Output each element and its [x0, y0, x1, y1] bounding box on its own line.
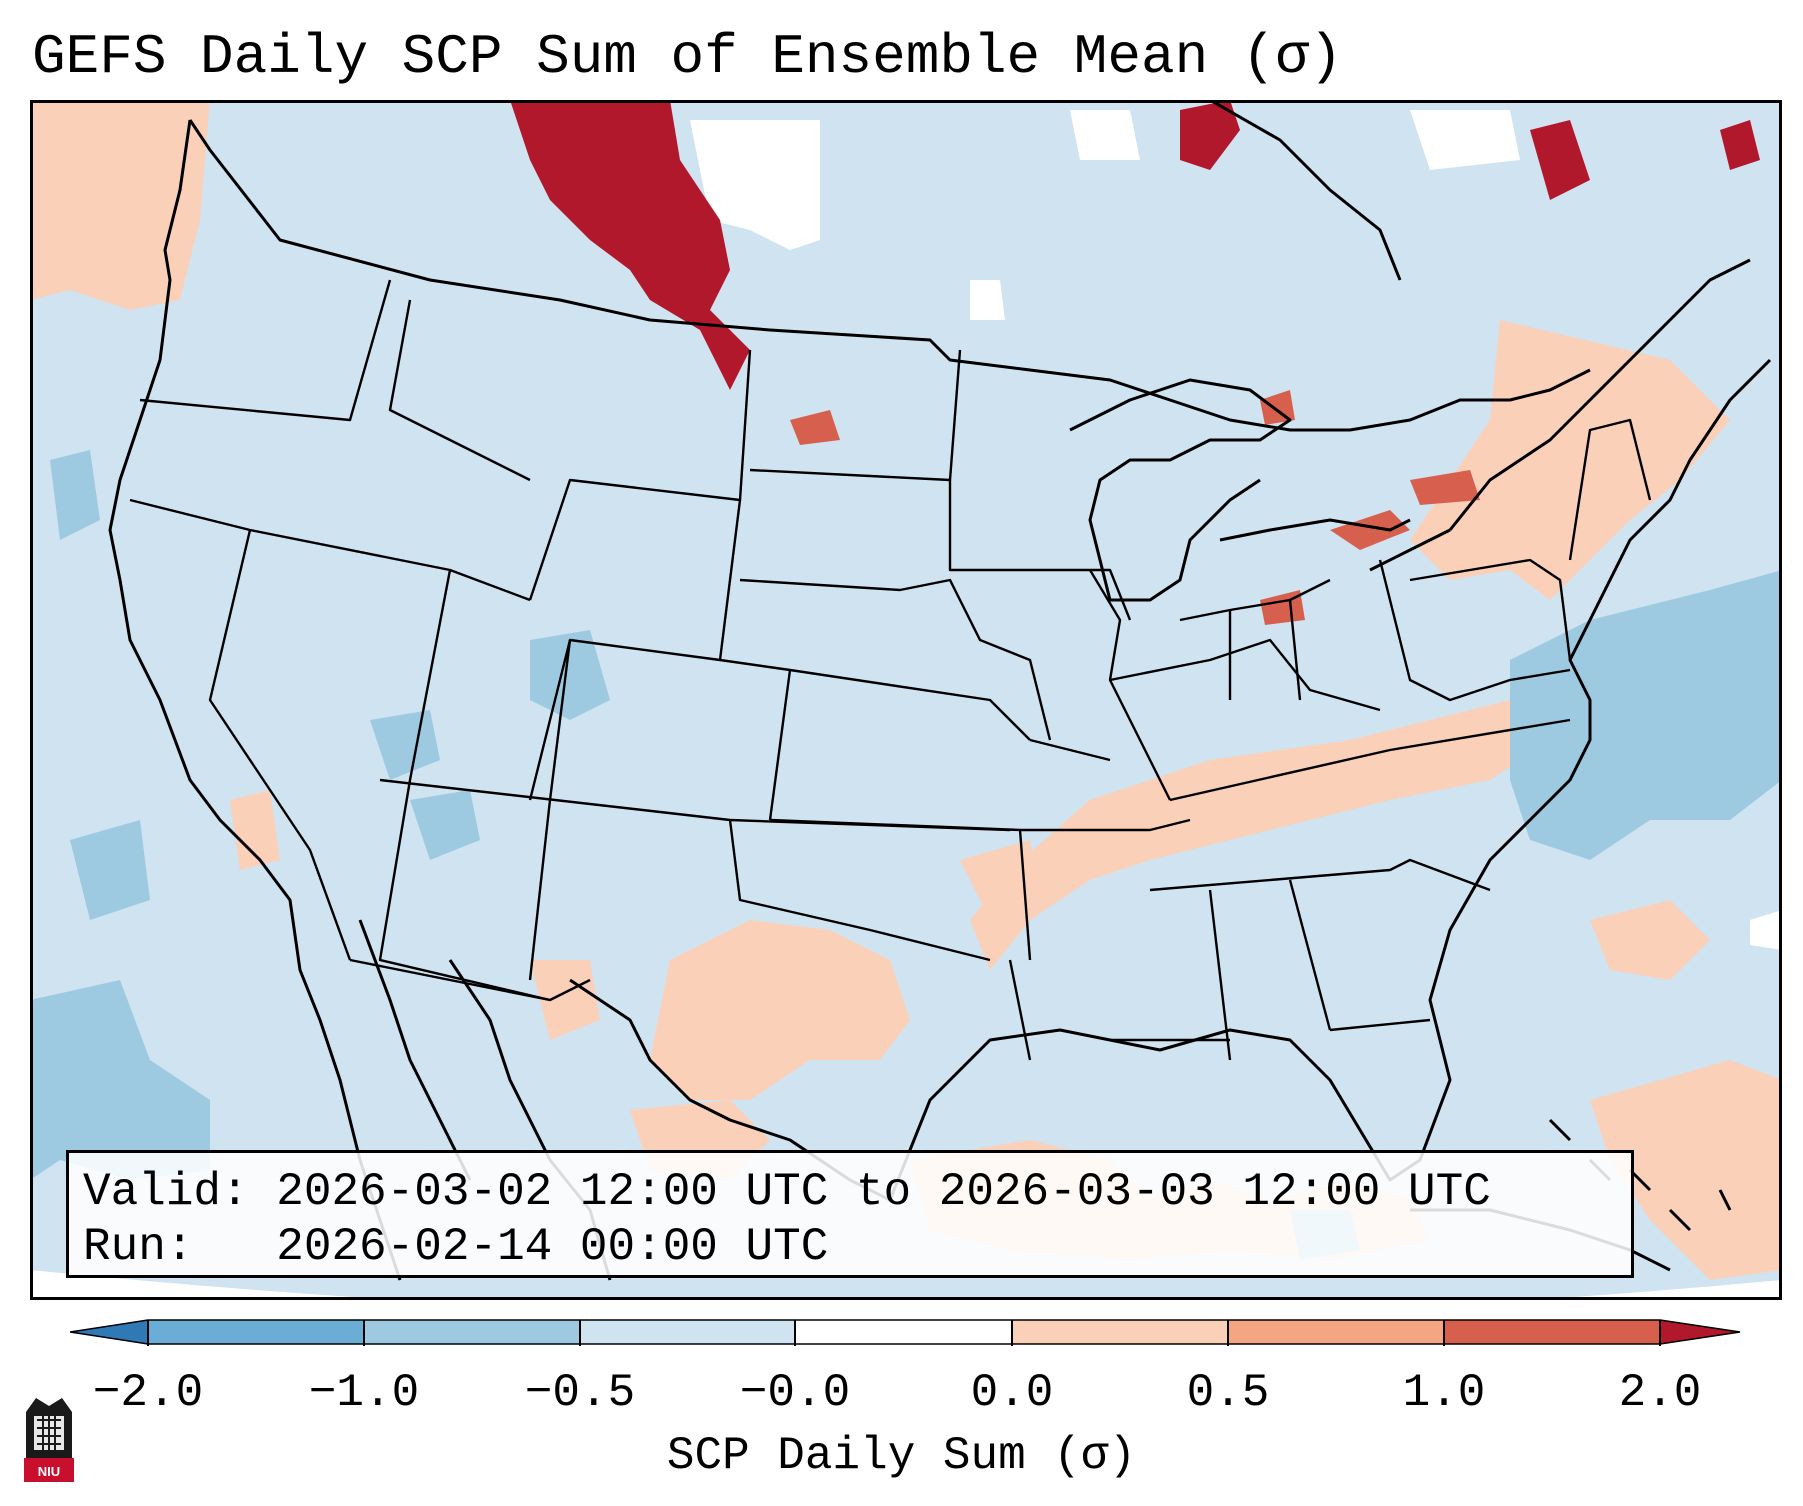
colorbar-segment — [795, 1320, 1012, 1344]
colorbar-tick-label: 0.5 — [1186, 1367, 1270, 1419]
colorbar-segment — [1444, 1320, 1660, 1344]
strong-positive-areas — [510, 100, 1760, 390]
colorbar-extend-high — [1660, 1320, 1740, 1344]
colorbar-tick-label: 2.0 — [1618, 1367, 1702, 1419]
colorbar-segment — [580, 1320, 795, 1344]
colorbar-segment — [1012, 1320, 1228, 1344]
colorbar-segment — [364, 1320, 580, 1344]
niu-logo — [24, 1398, 74, 1482]
colorbar — [70, 1319, 1741, 1346]
colorbar-tick-label: 0.0 — [970, 1367, 1054, 1419]
colorbar-tick-label: −2.0 — [92, 1367, 204, 1419]
colorbar-label: SCP Daily Sum (σ) — [666, 1430, 1137, 1482]
valid-time-box: Valid: 2026-03-02 12:00 UTC to 2026-03-0… — [66, 1150, 1634, 1278]
valid-time-line: Valid: 2026-03-02 12:00 UTC to 2026-03-0… — [83, 1166, 1491, 1218]
colorbar-tick-label: −1.0 — [308, 1367, 420, 1419]
chart-title: GEFS Daily SCP Sum of Ensemble Mean (σ) — [32, 25, 1343, 89]
niu-logo-text: NIU — [37, 1464, 61, 1479]
run-time-line: Run: 2026-02-14 00:00 UTC — [83, 1221, 829, 1273]
map-panel — [30, 100, 1782, 1300]
background-field — [30, 100, 1782, 1300]
colorbar-tick-label: −0.0 — [739, 1367, 851, 1419]
colorbar-segment — [1228, 1320, 1444, 1344]
state-borders — [129, 279, 1652, 1061]
colorbar-tick-label: −0.5 — [524, 1367, 636, 1419]
near-zero-areas — [690, 110, 1782, 950]
colorbar-extend-low — [70, 1320, 148, 1344]
colorbar-segment — [148, 1320, 364, 1344]
colorbar-tick-label: 1.0 — [1402, 1367, 1486, 1419]
